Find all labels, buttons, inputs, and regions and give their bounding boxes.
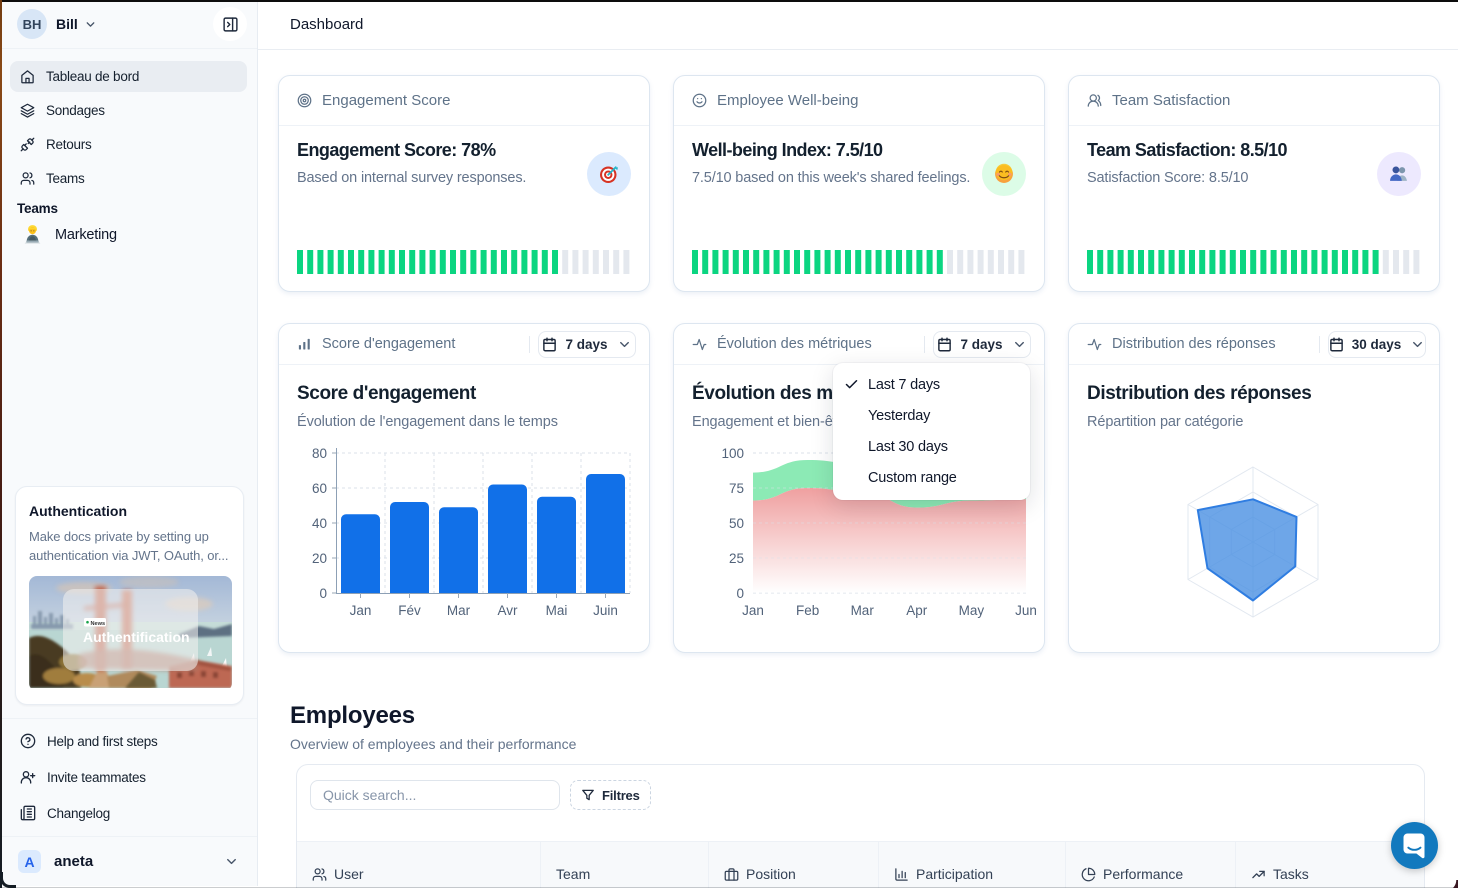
svg-text:Authentification: Authentification — [83, 629, 190, 645]
svg-text:20: 20 — [312, 551, 327, 566]
svg-text:80: 80 — [312, 446, 327, 461]
svg-text:0: 0 — [319, 586, 327, 601]
svg-text:40: 40 — [312, 516, 327, 531]
svg-text:60: 60 — [312, 481, 327, 496]
svg-text:Mai: Mai — [546, 603, 568, 618]
svg-text:100: 100 — [721, 446, 744, 461]
svg-text:Jun: Jun — [1015, 603, 1037, 618]
svg-text:Jan: Jan — [742, 603, 764, 618]
svg-text:Avr: Avr — [497, 603, 518, 618]
svg-text:Mar: Mar — [851, 603, 875, 618]
svg-text:50: 50 — [729, 516, 744, 531]
svg-text:May: May — [959, 603, 985, 618]
svg-text:Jan: Jan — [350, 603, 372, 618]
svg-text:Juin: Juin — [593, 603, 618, 618]
svg-text:Mar: Mar — [447, 603, 471, 618]
svg-text:Apr: Apr — [906, 603, 928, 618]
svg-text:25: 25 — [729, 551, 744, 566]
svg-text:Feb: Feb — [796, 603, 819, 618]
svg-text:Fév: Fév — [398, 603, 421, 618]
svg-text:75: 75 — [729, 481, 744, 496]
svg-text:0: 0 — [736, 586, 744, 601]
svg-text:News: News — [91, 621, 106, 627]
